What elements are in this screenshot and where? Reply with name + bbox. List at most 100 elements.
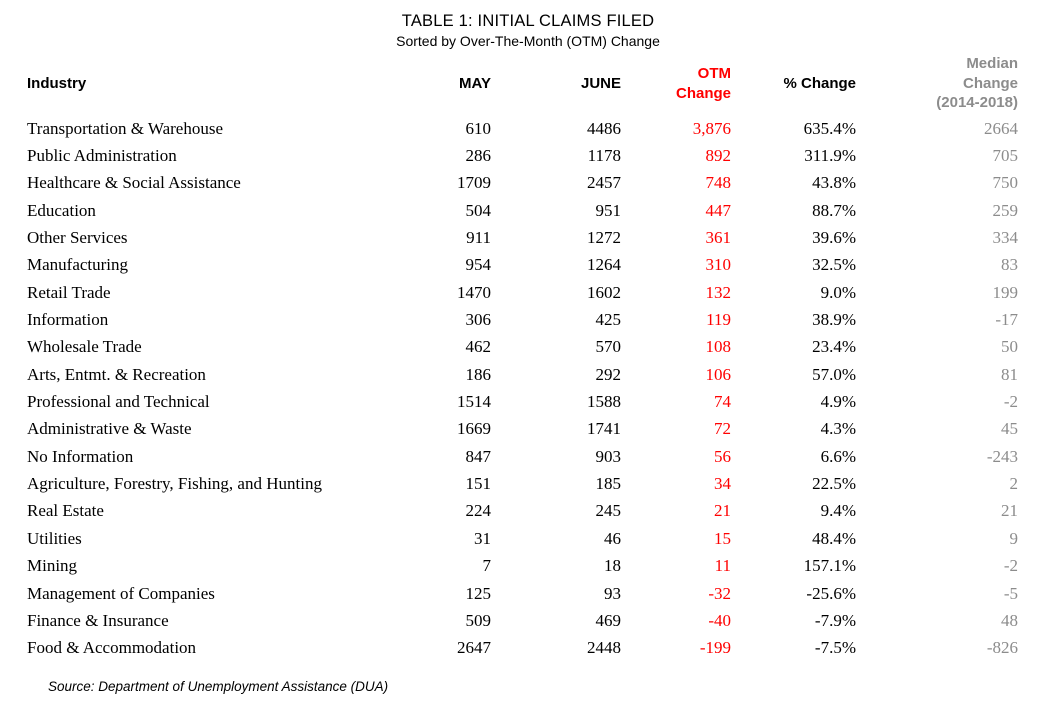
cell-median: -17 (995, 310, 1018, 330)
source-note: Source: Department of Unemployment Assis… (48, 678, 389, 694)
cell-may: 1709 (457, 173, 491, 193)
cell-industry: Manufacturing (27, 255, 129, 275)
cell-median: 21 (1001, 501, 1018, 521)
cell-may: 186 (465, 364, 492, 384)
table-row: Other Services 911 1272 361 39.6% 334 (27, 224, 1018, 251)
cell-pct: 23.4% (812, 337, 856, 357)
table-row: Utilities 31 46 15 48.4% 9 (27, 525, 1018, 552)
cell-june: 1178 (587, 146, 621, 166)
cell-industry: Transportation & Warehouse (27, 118, 223, 138)
cell-june: 46 (604, 528, 621, 548)
table-row: Education 504 951 447 88.7% 259 (27, 197, 1018, 224)
cell-otm: 361 (705, 228, 732, 248)
cell-median: 334 (992, 228, 1019, 248)
cell-pct: 311.9% (804, 146, 856, 166)
cell-otm: 21 (714, 501, 731, 521)
table-row: Administrative & Waste 1669 1741 72 4.3% 45 (27, 416, 1018, 443)
cell-june: 1272 (587, 228, 621, 248)
table-row: Healthcare & Social Assistance 1709 2457 74… (27, 170, 1018, 197)
cell-may: 1470 (457, 282, 491, 302)
cell-otm: 310 (705, 255, 732, 275)
cell-may: 125 (465, 583, 492, 603)
column-header-june: JUNE (580, 74, 621, 92)
cell-pct: -7.5% (814, 638, 856, 658)
cell-industry: Healthcare & Social Assistance (27, 173, 241, 193)
table-row: Mining 7 18 11 157.1% -2 (27, 553, 1018, 580)
cell-pct: 6.6% (820, 446, 856, 466)
cell-median: 750 (992, 173, 1019, 193)
cell-median: 81 (1001, 364, 1018, 384)
cell-industry: Other Services (27, 228, 128, 248)
cell-median: -2 (1003, 556, 1018, 576)
cell-pct: 9.0% (820, 282, 856, 302)
table-header-row: Industry MAY JUNE OTM Change % Change Me… (27, 52, 1018, 115)
cell-otm: 892 (705, 146, 732, 166)
cell-may: 7 (482, 556, 492, 576)
cell-industry: Management of Companies (27, 583, 215, 603)
cell-otm: 119 (706, 310, 731, 330)
cell-june: 469 (595, 610, 622, 630)
cell-industry: Finance & Insurance (27, 610, 169, 630)
table-row: Professional and Technical 1514 1588 74 4.9%… (27, 388, 1018, 415)
cell-june: 93 (604, 583, 621, 603)
cell-median: 199 (992, 282, 1019, 302)
cell-median: 2 (1009, 474, 1019, 494)
cell-otm: 11 (714, 556, 731, 576)
cell-pct: 88.7% (812, 200, 856, 220)
cell-may: 224 (465, 501, 492, 521)
cell-otm: 3,876 (692, 118, 731, 138)
cell-otm: 748 (705, 173, 732, 193)
cell-industry: Mining (27, 556, 78, 576)
table-row: Public Administration 286 1178 892 311.9% 705 (27, 142, 1018, 169)
cell-otm: -32 (708, 583, 731, 603)
cell-june: 570 (595, 337, 622, 357)
cell-otm: 106 (705, 364, 732, 384)
cell-june: 185 (595, 474, 622, 494)
cell-pct: 48.4% (812, 528, 856, 548)
column-header-pct-change: % Change (783, 74, 856, 92)
cell-otm: 34 (714, 474, 731, 494)
cell-median: 705 (992, 146, 1019, 166)
cell-otm: 56 (714, 446, 731, 466)
cell-otm: -199 (699, 638, 731, 658)
cell-june: 951 (595, 200, 622, 220)
cell-industry: Real Estate (27, 501, 104, 521)
cell-pct: 38.9% (812, 310, 856, 330)
cell-median: 9 (1009, 528, 1019, 548)
table-row: Wholesale Trade 462 570 108 23.4% 50 (27, 334, 1018, 361)
cell-median: 50 (1001, 337, 1018, 357)
cell-june: 903 (595, 446, 622, 466)
table-row: No Information 847 903 56 6.6% -243 (27, 443, 1018, 470)
cell-median: 2664 (984, 118, 1018, 138)
table-row: Real Estate 224 245 21 9.4% 21 (27, 498, 1018, 525)
cell-may: 504 (465, 200, 492, 220)
table-row: Arts, Entmt. & Recreation 186 292 106 57.0% 8… (27, 361, 1018, 388)
cell-june: 18 (604, 556, 621, 576)
cell-may: 509 (465, 610, 492, 630)
initial-claims-table: Industry MAY JUNE OTM Change % Change Me… (27, 52, 1018, 662)
cell-median: 48 (1001, 610, 1018, 630)
cell-june: 1741 (587, 419, 621, 439)
cell-industry: Professional and Technical (27, 392, 210, 412)
table-row: Manufacturing 954 1264 310 32.5% 83 (27, 252, 1018, 279)
cell-may: 286 (465, 146, 492, 166)
cell-industry: Administrative & Waste (27, 419, 192, 439)
cell-pct: 4.9% (820, 392, 856, 412)
table-row: Transportation & Warehouse 610 4486 3,876 63… (27, 115, 1018, 142)
cell-median: -826 (986, 638, 1018, 658)
table-row: Food & Accommodation 2647 2448 -199 -7.5% -82… (27, 635, 1018, 662)
table-row: Information 306 425 119 38.9% -17 (27, 306, 1018, 333)
cell-industry: Wholesale Trade (27, 337, 142, 357)
cell-median: -5 (1003, 583, 1018, 603)
cell-industry: Food & Accommodation (27, 638, 197, 658)
cell-industry: Agriculture, Forestry, Fishing, and Hunt… (27, 474, 322, 494)
cell-otm: 74 (714, 392, 731, 412)
cell-may: 847 (465, 446, 492, 466)
cell-industry: No Information (27, 446, 134, 466)
cell-june: 425 (595, 310, 622, 330)
column-header-median-change: Median Change (2014-2018) (936, 54, 1018, 112)
cell-pct: -25.6% (806, 583, 856, 603)
table-row: Agriculture, Forestry, Fishing, and Hunt… (27, 470, 1018, 497)
cell-may: 911 (466, 228, 491, 248)
cell-otm: 108 (705, 337, 732, 357)
